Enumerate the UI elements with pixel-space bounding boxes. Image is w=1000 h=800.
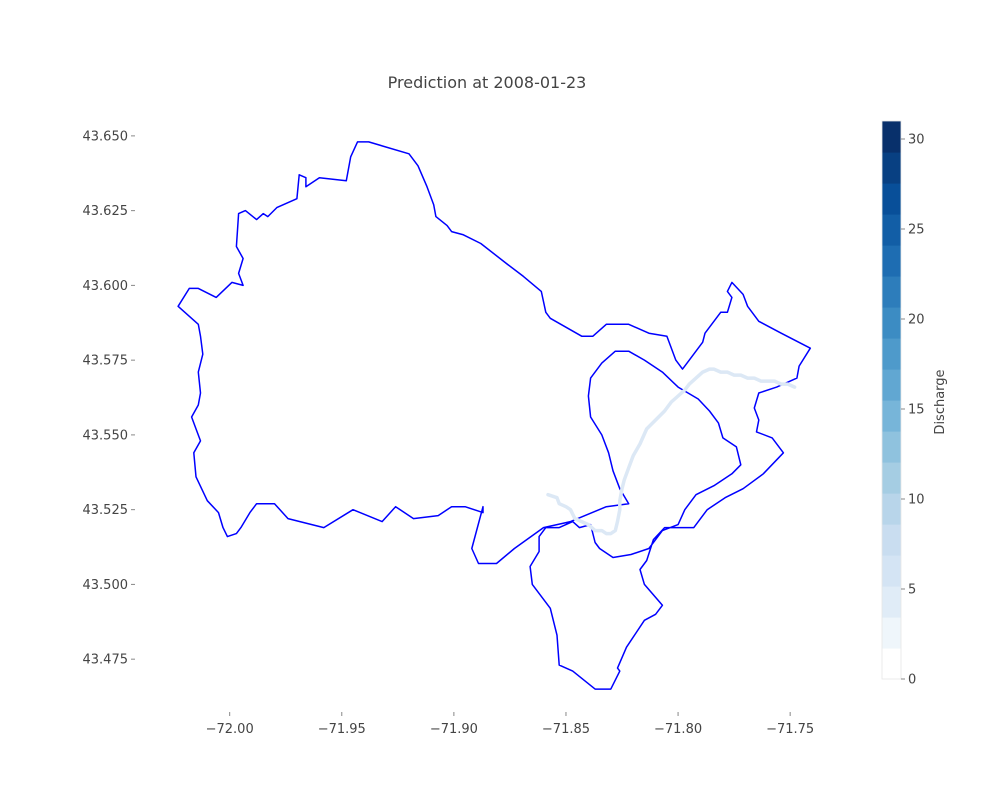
chart-title: Prediction at 2008-01-23 (388, 73, 587, 92)
y-axis: 43.650 43.625 43.600 43.575 43.550 43.525 43.5… (83, 129, 135, 668)
x-tick-label: −71.95 (318, 722, 366, 737)
colorbar-step (882, 431, 901, 463)
y-tick-label: 43.500 (83, 578, 129, 593)
colorbar-step (882, 276, 901, 308)
plot-area (177, 141, 812, 690)
colorbar-tick-label: 25 (908, 223, 925, 238)
x-tick-label: −71.90 (430, 722, 478, 737)
colorbar-label: Discharge (933, 369, 948, 434)
y-tick-label: 43.600 (83, 279, 129, 294)
colorbar-step (882, 121, 901, 153)
y-tick-label: 43.475 (83, 653, 129, 668)
colorbar-step (882, 493, 901, 525)
colorbar: 0 5 10 15 20 25 30 Discharge (881, 120, 948, 688)
colorbar-tick-label: 15 (908, 403, 925, 418)
colorbar-tick-label: 20 (908, 313, 925, 328)
basin-boundary (177, 141, 812, 690)
colorbar-step (882, 338, 901, 370)
y-tick-label: 43.625 (83, 204, 129, 219)
y-tick-label: 43.575 (83, 354, 129, 369)
colorbar-step (882, 152, 901, 184)
x-axis: −72.00 −71.95 −71.90 −71.85 −71.80 −71.75 (206, 712, 814, 737)
colorbar-step (882, 369, 901, 401)
colorbar-step (882, 648, 901, 680)
colorbar-step (882, 183, 901, 215)
colorbar-step (882, 524, 901, 556)
x-tick-label: −72.00 (206, 722, 254, 737)
colorbar-step (882, 400, 901, 432)
colorbar-tick-label: 5 (908, 583, 916, 598)
x-tick-label: −71.80 (654, 722, 702, 737)
y-tick-label: 43.550 (83, 428, 129, 443)
colorbar-tick-label: 0 (908, 673, 916, 688)
colorbar-step (882, 586, 901, 618)
colorbar-scale (881, 120, 902, 680)
colorbar-step (882, 555, 901, 587)
colorbar-tick-label: 10 (908, 493, 925, 508)
colorbar-step (882, 617, 901, 649)
river-discharge-line (546, 367, 797, 536)
colorbar-step (882, 462, 901, 494)
colorbar-step (882, 307, 901, 339)
colorbar-ticks: 0 5 10 15 20 25 30 (901, 133, 925, 688)
x-tick-label: −71.85 (542, 722, 590, 737)
y-tick-label: 43.650 (83, 129, 129, 144)
colorbar-step (882, 214, 901, 246)
colorbar-tick-label: 30 (908, 133, 925, 148)
y-tick-label: 43.525 (83, 503, 129, 518)
x-tick-label: −71.75 (766, 722, 814, 737)
colorbar-step (882, 245, 901, 277)
colorbar-frame (881, 120, 902, 680)
